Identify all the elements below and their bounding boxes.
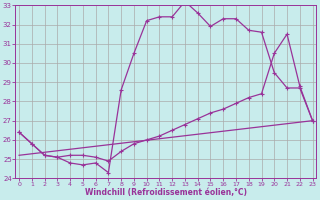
X-axis label: Windchill (Refroidissement éolien,°C): Windchill (Refroidissement éolien,°C)	[85, 188, 247, 197]
